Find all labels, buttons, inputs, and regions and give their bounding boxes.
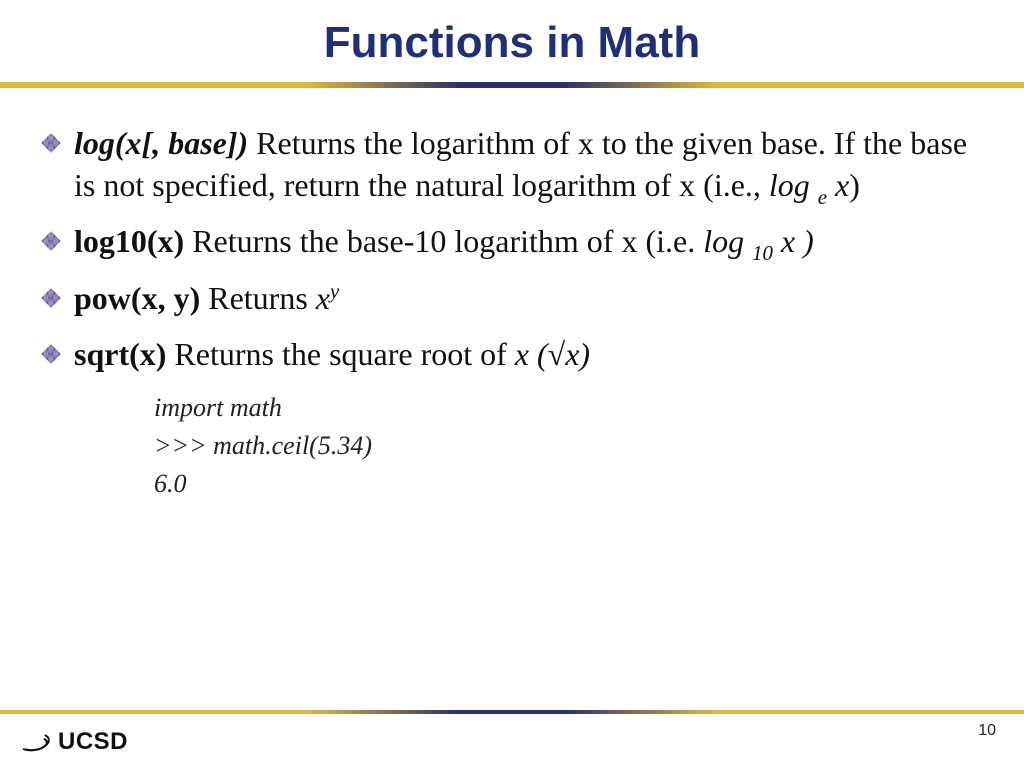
math-subscript: 10	[752, 242, 773, 265]
diamond-bullet-icon	[41, 133, 61, 153]
description-tail: )	[849, 167, 860, 203]
logo-swoosh-icon	[18, 731, 52, 753]
code-line: >>> math.ceil(5.34)	[154, 427, 980, 465]
diamond-bullet-icon	[41, 232, 61, 252]
bullet-text: sqrt(x) Returns the square root of x (√x…	[74, 333, 590, 375]
math-variable: x	[773, 223, 803, 259]
slide: Functions in Math log(x[, base]) Returns…	[0, 0, 1024, 768]
bullet-text: log10(x) Returns the base-10 logarithm o…	[74, 220, 814, 262]
logo-text: UCSD	[58, 728, 128, 756]
math-expression: x (√x)	[515, 336, 590, 372]
math-base: x	[316, 280, 330, 316]
description-text: Returns the base-10 logarithm of x (i.e.	[184, 223, 703, 259]
math-subscript: e	[818, 186, 827, 209]
bottom-divider	[0, 710, 1024, 714]
diamond-bullet-icon	[41, 344, 61, 364]
math-variable: x	[827, 167, 849, 203]
function-signature: pow(x, y)	[74, 280, 200, 316]
function-signature: sqrt(x)	[74, 336, 166, 372]
slide-title: Functions in Math	[0, 0, 1024, 82]
math-function: log	[703, 223, 744, 259]
function-signature: log(x[, base])	[74, 125, 248, 161]
math-function: log	[769, 167, 810, 203]
description-tail: )	[803, 223, 814, 259]
bullet-item: log(x[, base]) Returns the logarithm of …	[44, 122, 980, 206]
slide-content: log(x[, base]) Returns the logarithm of …	[0, 88, 1024, 502]
math-exponent: y	[330, 280, 339, 303]
bullet-item: sqrt(x) Returns the square root of x (√x…	[44, 333, 980, 375]
bullet-item: log10(x) Returns the base-10 logarithm o…	[44, 220, 980, 262]
page-number: 10	[978, 722, 996, 740]
code-line: 6.0	[154, 465, 980, 503]
diamond-bullet-icon	[41, 288, 61, 308]
description-text: Returns the square root of	[166, 336, 514, 372]
bullet-item: pow(x, y) Returns xy	[44, 277, 980, 319]
bullet-text: log(x[, base]) Returns the logarithm of …	[74, 122, 980, 206]
description-text: Returns	[200, 280, 316, 316]
footer-logo: UCSD	[18, 728, 128, 756]
bullet-text: pow(x, y) Returns xy	[74, 277, 339, 319]
code-example: import math >>> math.ceil(5.34) 6.0	[154, 389, 980, 502]
function-signature: log10(x)	[74, 223, 184, 259]
code-line: import math	[154, 389, 980, 427]
